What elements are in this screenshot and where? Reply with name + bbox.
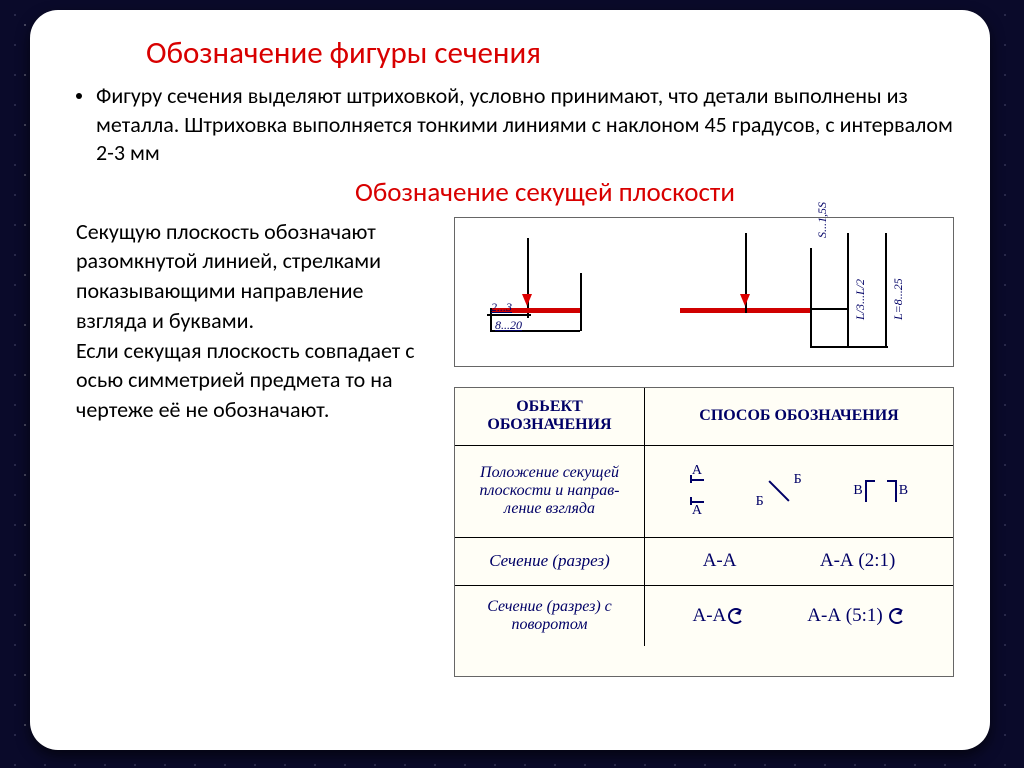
row-methods: А-А А-А (5:1) (645, 586, 953, 646)
guide-line (810, 248, 812, 348)
red-arrow-icon (740, 294, 750, 306)
table-row: Сечение (разрез) А-А А-А (2:1) (455, 538, 953, 586)
dim-line (810, 308, 848, 310)
dim-label: S...1,5S (815, 202, 830, 238)
dimension-diagram: 2...3 8...20 S...1,5S L/3...L/2 L=8...25 (454, 217, 954, 367)
table-row: Положение секущей плоскости и направ- ле… (455, 446, 953, 538)
rotation-icon (728, 608, 744, 624)
subtitle: Обозначение секущей плоскости (136, 176, 954, 209)
main-title: Обозначение фигуры сечения (146, 34, 954, 72)
guide-line (885, 233, 887, 348)
dim-label: L=8...25 (891, 278, 906, 320)
slide-card: Обозначение фигуры сечения Фигуру сечени… (30, 10, 990, 750)
notation-table: ОБЬЕКТ ОБОЗНАЧЕНИЯ СПОСОБ ОБОЗНАЧЕНИЯ По… (454, 387, 954, 677)
bullet-block: Фигуру сечения выделяют штриховкой, усло… (76, 82, 954, 168)
table-row: Сечение (разрез) с поворотом А-А А-А (5:… (455, 586, 953, 646)
rotation-icon (889, 608, 905, 624)
bullet-dot (76, 93, 82, 99)
header-method: СПОСОБ ОБОЗНАЧЕНИЯ (645, 388, 953, 445)
notation-aa-scale: А-А (2:1) (820, 550, 895, 572)
guide-line (847, 233, 849, 348)
table-header-row: ОБЬЕКТ ОБОЗНАЧЕНИЯ СПОСОБ ОБОЗНАЧЕНИЯ (455, 388, 953, 446)
row-methods: А-А А-А (2:1) (645, 538, 953, 585)
section-mark-horizontal: В В (853, 480, 908, 502)
right-side: 2...3 8...20 S...1,5S L/3...L/2 L=8...25… (454, 217, 954, 677)
row-label-rotated: Сечение (разрез) с поворотом (455, 586, 645, 646)
notation-aa-rot-scale: А-А (5:1) (807, 605, 905, 627)
dim-line (810, 346, 888, 348)
red-arrow-icon (522, 294, 532, 306)
notation-aa: А-А (703, 550, 737, 572)
section-mark-vertical: А А (690, 464, 704, 518)
dim-label: 2...3 (491, 300, 512, 315)
header-object: ОБЬЕКТ ОБОЗНАЧЕНИЯ (455, 388, 645, 445)
paragraph-hatching: Фигуру сечения выделяют штриховкой, усло… (96, 82, 954, 168)
notation-aa-rot: А-А (693, 605, 745, 627)
guide-line (527, 238, 529, 318)
section-mark-diagonal: Б Б (762, 474, 796, 508)
row-label-section: Сечение (разрез) (455, 538, 645, 585)
row-methods: А А Б Б (645, 446, 953, 537)
dim-label: 8...20 (495, 318, 522, 333)
cutting-plane-paragraph: Секущую плоскость обозначают разомкнутой… (76, 217, 436, 677)
two-column: Секущую плоскость обозначают разомкнутой… (76, 217, 954, 677)
guide-line (580, 273, 582, 331)
row-label-cutting-plane: Положение секущей плоскости и направ- ле… (455, 446, 645, 537)
dim-label: L/3...L/2 (853, 279, 868, 320)
